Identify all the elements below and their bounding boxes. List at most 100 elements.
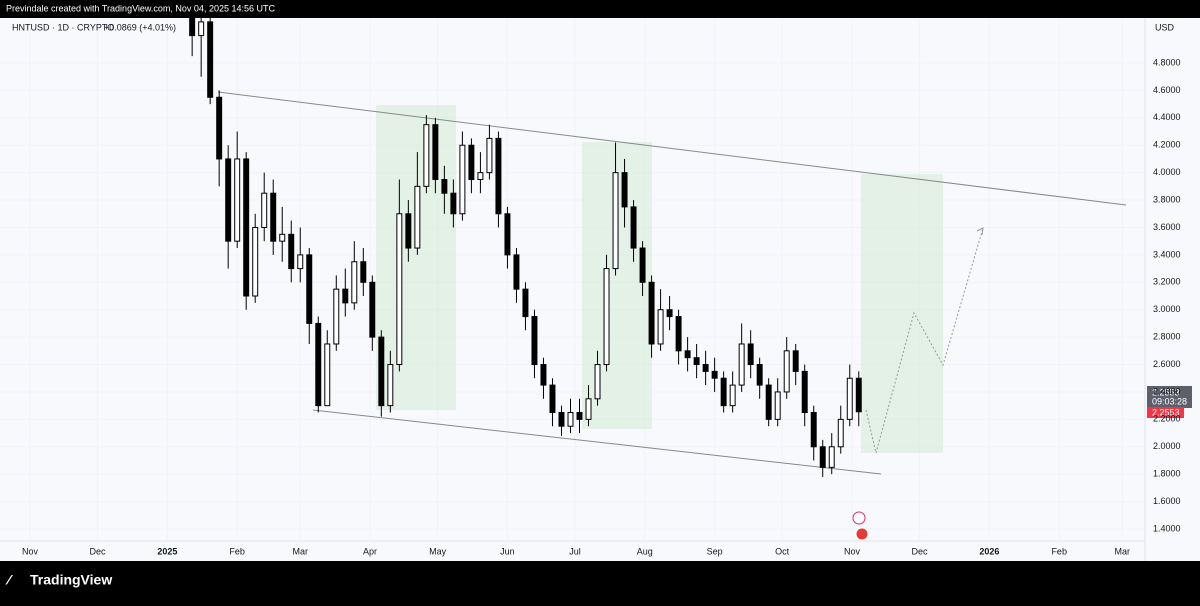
y-tick-label: 3.8000 <box>1153 194 1181 204</box>
y-tick-label: 1.4000 <box>1153 523 1181 533</box>
candle-body <box>432 124 439 180</box>
candle-body <box>450 192 457 215</box>
candle-body <box>567 412 574 427</box>
candle-body <box>675 316 682 352</box>
x-tick-label: Dec <box>90 546 107 556</box>
candle-body <box>270 192 277 242</box>
candle-body <box>756 364 763 386</box>
candles <box>189 18 862 477</box>
x-tick-label: Oct <box>775 546 790 556</box>
candle-body <box>423 124 430 187</box>
countdown: 09:03:28 <box>1152 396 1187 406</box>
y-tick-label: 2.0000 <box>1153 441 1181 451</box>
candle-body <box>540 364 547 386</box>
change: +0.0869 (+4.01%) <box>104 22 176 32</box>
candle-body <box>243 158 250 297</box>
candle-body <box>477 172 484 180</box>
candle-body <box>513 254 520 290</box>
y-tick-label: 2.6000 <box>1153 359 1181 369</box>
trend-line <box>217 91 1127 206</box>
y-tick-label: 3.0000 <box>1153 304 1181 314</box>
candle-body <box>810 412 817 448</box>
candle-body <box>198 21 205 37</box>
x-tick-label: Feb <box>229 546 245 556</box>
drawings <box>217 91 1127 475</box>
x-tick-label: Mar <box>292 546 308 556</box>
candle-body <box>333 288 340 345</box>
y-tick-label: 4.8000 <box>1153 57 1181 67</box>
symbol: HNTUSD · 1D · CRYPTO <box>12 22 114 32</box>
candle-body <box>441 178 448 194</box>
y-tick-label: 1.8000 <box>1153 469 1181 479</box>
footer-logo: TradingView <box>30 572 112 588</box>
candle-body <box>396 213 403 366</box>
candle-body <box>315 322 322 407</box>
y-tick-label: 3.6000 <box>1153 222 1181 232</box>
y-tick-label: 2.2000 <box>1153 414 1181 424</box>
x-tick-label: Dec <box>912 546 929 556</box>
price-tag-red <box>1147 407 1184 418</box>
y-tick-label: 2.4000 <box>1153 386 1181 396</box>
x-tick-label: Mar <box>1115 546 1131 556</box>
candle-body <box>369 281 376 338</box>
candle-body <box>504 213 511 256</box>
candle-body <box>360 261 367 283</box>
candle-body <box>702 364 709 372</box>
candle-body <box>846 377 853 420</box>
x-tick-label: Feb <box>1051 546 1067 556</box>
candle-body <box>261 192 268 228</box>
y-tick-label: 4.2000 <box>1153 140 1181 150</box>
y-tick-label: 4.6000 <box>1153 85 1181 95</box>
y-tick-label: 1.6000 <box>1153 496 1181 506</box>
candle-body <box>738 343 745 386</box>
candle-body <box>531 316 538 366</box>
candle-body <box>792 350 799 372</box>
x-tick-label: Aug <box>637 546 653 556</box>
candle-body <box>378 336 385 407</box>
event-icon <box>852 511 866 525</box>
candle-body <box>405 213 412 249</box>
candle-body <box>684 350 691 359</box>
y-tick-label: 4.4000 <box>1153 112 1181 122</box>
last-price-red: 2.2553 <box>1152 407 1180 417</box>
y-tick-label: 3.2000 <box>1153 277 1181 287</box>
candle-body <box>729 384 736 407</box>
candle-body <box>648 281 655 345</box>
candle-body <box>279 233 286 242</box>
candle-body <box>324 343 331 407</box>
candle-body <box>630 206 637 249</box>
x-tick-label: 2026 <box>979 546 999 556</box>
candle-body <box>207 21 214 98</box>
candle-body <box>666 309 673 318</box>
currency: USD <box>1155 22 1175 32</box>
x-tick-label: 2025 <box>157 546 177 556</box>
x-tick-label: Apr <box>363 546 377 556</box>
candle-body <box>234 158 241 242</box>
candle-body <box>495 137 502 215</box>
candle-body <box>657 309 664 345</box>
candle-body <box>693 357 700 366</box>
projection-arrow <box>976 227 984 236</box>
candle-body <box>459 144 466 215</box>
candle-body <box>819 446 826 468</box>
event-icon <box>855 527 869 541</box>
candle-body <box>288 233 295 270</box>
candle-body <box>387 364 394 407</box>
x-tick-label: Jun <box>500 546 515 556</box>
logo-mark: ⁄ <box>5 572 13 588</box>
trend-line <box>312 409 882 475</box>
candle-body <box>612 172 619 270</box>
candle-body <box>603 268 610 366</box>
candle-body <box>216 96 223 160</box>
candle-body <box>351 261 358 304</box>
topbar-text: Previndale created with TradingView.com,… <box>6 3 275 13</box>
candle-body <box>342 288 349 304</box>
candle-body <box>414 185 421 249</box>
candle-body <box>765 384 772 420</box>
x-tick-label: Jul <box>569 546 581 556</box>
candle-body <box>486 137 493 174</box>
candle-body <box>585 398 592 420</box>
candle-body <box>783 350 790 393</box>
